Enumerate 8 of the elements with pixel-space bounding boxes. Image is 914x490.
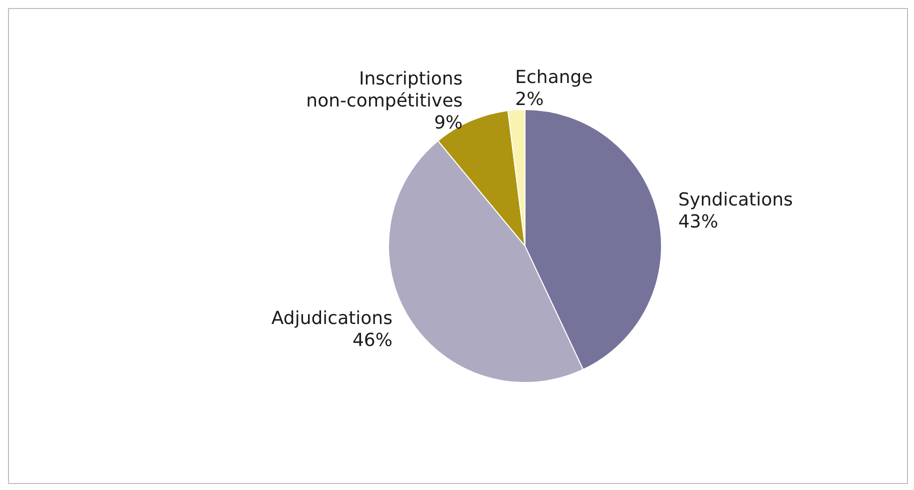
data-label: 9% [434, 112, 463, 134]
data-label: 46% [352, 330, 392, 351]
slice-label: Echange [515, 67, 593, 88]
data-label: 2% [515, 89, 544, 110]
slice-label: Syndications [678, 189, 793, 210]
slice-label: Adjudications [271, 308, 392, 329]
slice-label: Inscriptions non-compétitives [306, 68, 463, 112]
data-label: 43% [678, 211, 718, 232]
